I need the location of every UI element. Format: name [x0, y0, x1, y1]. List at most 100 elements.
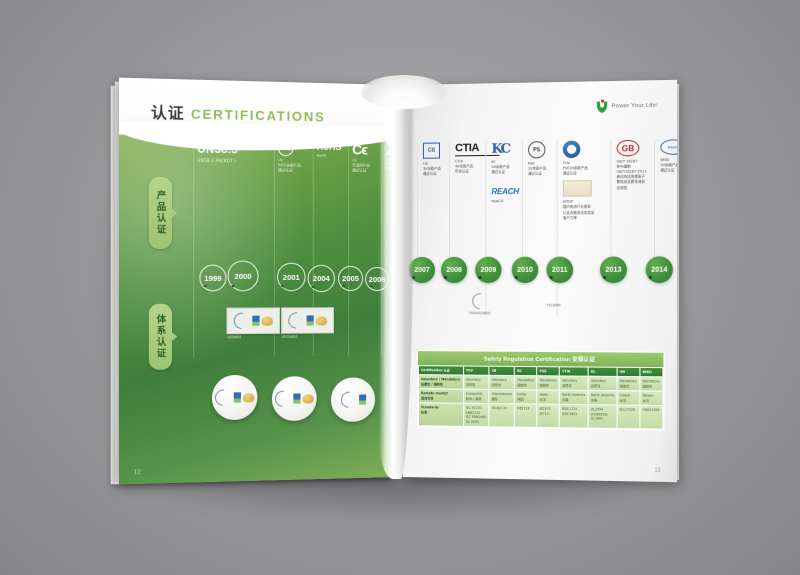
year-marker[interactable]: 2009 — [475, 256, 502, 284]
cell: Taiwan 台湾 — [640, 391, 663, 406]
timeline-connector — [521, 141, 523, 261]
year-marker[interactable]: 2005 — [337, 265, 364, 292]
reach-icon: REACH — [491, 187, 519, 197]
column-divider — [381, 142, 383, 356]
cert-un383-sub: UN38.3 PACKOT I — [197, 157, 236, 164]
cert-tuv-lines: TUV PSE20余款产品 通过认证 — [562, 161, 588, 176]
cell: UL2054 (UL60950) UL1642 — [588, 405, 617, 429]
page-number-right: 13 — [654, 467, 661, 474]
cell: CNS15364 — [640, 406, 663, 429]
cell: IEC17025 — [617, 405, 640, 429]
th-cb: CB — [489, 366, 515, 376]
table-row: Voluntary / Mandatory 自愿性 / 强制性 Voluntar… — [418, 375, 663, 392]
th-tuv: TUV — [463, 366, 489, 376]
cert-un383-mark: UN38.3 — [197, 143, 238, 157]
v-cup-icon — [597, 99, 608, 113]
system-cert-thumb[interactable]: ISO9001 — [226, 307, 281, 339]
timeline-connector — [416, 142, 418, 261]
cell: IEC62133 — [489, 404, 515, 427]
cell: Europe/US 欧洲 / 美国 — [463, 390, 489, 404]
hourglass-icon — [385, 141, 395, 155]
cell: North America 北美 — [560, 391, 588, 405]
system-mark-ohsas[interactable]: OHSAS18001 — [468, 289, 492, 316]
cert-rohs-mark: RoHS — [316, 141, 342, 153]
swoosh-icon — [271, 387, 295, 411]
system-mark-caption: OHSAS18001 — [469, 311, 491, 316]
cell: Mandatory 强制性 — [640, 377, 663, 392]
cell: Japan 日本 — [537, 390, 560, 405]
cell: Mandatory 强制性 — [617, 377, 640, 391]
column-divider — [193, 139, 195, 358]
year-marker[interactable]: 2000 — [227, 260, 259, 292]
cert-weee-sub: 无害化回收与 环保产品 包装要求规范 — [385, 156, 396, 172]
cb-icon: CB — [422, 142, 440, 159]
row-label: Standards 标准 — [418, 403, 463, 427]
year-marker[interactable]: 2006 — [365, 266, 390, 292]
page-title: 认证 CERTIFICATIONS — [151, 101, 325, 126]
cert-col-bmsi: BMSI BMSI 50余款产品 通过认证 — [654, 139, 678, 174]
bmsi-icon: BMSI — [660, 139, 678, 155]
tab-system-certification[interactable]: 体系认证 — [148, 303, 173, 370]
cell: Mandatory 强制性 — [537, 376, 560, 391]
timeline-connector — [485, 141, 487, 261]
th-ctia: CTIA — [560, 367, 588, 377]
cell: IEEE1725 IEEE1625 — [560, 405, 588, 428]
timeline-connector — [449, 142, 451, 261]
battery-icon — [233, 392, 241, 403]
cell: Voluntary 自愿性 — [489, 376, 515, 390]
battery-icon — [358, 394, 366, 405]
cell: Korea 韩国 — [515, 390, 537, 404]
swoosh-icon — [337, 388, 360, 412]
brand-logo: Power Your Life! — [597, 99, 658, 113]
year-marker[interactable]: 2014 — [645, 256, 673, 284]
book-gutter-top-curl — [361, 75, 447, 109]
year-marker[interactable]: 2007 — [408, 256, 435, 284]
th-un: UN — [617, 367, 640, 377]
cert-ce: Cϵ CE 可适用产品 通过认证 — [352, 141, 376, 174]
year-marker[interactable]: 2013 — [599, 256, 627, 284]
cert-rohs: RoHS RoHS — [317, 142, 343, 160]
seal-icon — [302, 393, 314, 404]
ul-icon: UL — [278, 140, 294, 157]
year-marker[interactable]: 2011 — [546, 256, 574, 284]
cell: Voluntary 自愿性 — [560, 376, 588, 391]
cert-col-gb: GB GB/T 18287 参与编制 GB/T18287-2013 移动电话用锂… — [610, 139, 661, 191]
tab-product-label: 产品认证 — [154, 190, 166, 236]
system-mark-ts16949[interactable]: TS16949 — [546, 301, 560, 307]
tab-product-certification[interactable]: 产品认证 — [148, 176, 173, 250]
seal-icon — [261, 316, 273, 326]
th-bmsi: BMSI — [640, 367, 663, 377]
seal-icon — [315, 315, 327, 325]
system-cert-thumb[interactable]: ISO14001 — [281, 307, 334, 339]
timeline-connector — [556, 285, 558, 316]
wtdp-certificate-icon — [562, 180, 592, 198]
year-marker[interactable]: 2010 — [511, 256, 539, 284]
year-marker[interactable]: 2004 — [307, 264, 335, 293]
year-marker[interactable]: 2001 — [277, 262, 306, 292]
th-kc: KC — [515, 366, 537, 376]
row-label: Voluntary / Mandatory 自愿性 / 强制性 — [418, 375, 463, 390]
table: Certification 认证 TUV CB KC PSE CTIA UL U… — [417, 365, 664, 431]
pse-icon: PS — [528, 141, 546, 159]
page-title-cn: 认证 — [150, 103, 185, 123]
seal-icon — [243, 392, 255, 402]
tab-system-label: 体系认证 — [154, 314, 166, 360]
cert-ce-sub: CE 可适用产品 通过认证 — [352, 158, 371, 173]
timeline-connector — [610, 140, 612, 261]
table-row: Standards 标准 IEC 62133 EN62133 IEC EN619… — [418, 403, 663, 429]
cell: Mandatory 强制性 — [515, 376, 537, 390]
cell: International 国际 — [489, 390, 515, 404]
cell: Voluntary 自愿性 — [588, 377, 617, 391]
year-marker[interactable]: 1999 — [199, 264, 227, 292]
year-marker[interactable]: 2008 — [440, 256, 468, 284]
system-mark-caption: TS16949 — [546, 303, 561, 308]
battery-icon — [293, 393, 301, 404]
swoosh-icon — [468, 289, 492, 313]
tuv-icon — [562, 140, 581, 159]
brand-tagline: Power Your Life! — [611, 102, 659, 110]
cert-bmsi-lines: BMSI 50余款产品 通过认证 — [660, 157, 678, 173]
page-title-en: CERTIFICATIONS — [190, 106, 326, 125]
row-label: Remote market 适用市场 — [418, 389, 463, 404]
swoosh-icon — [284, 309, 308, 332]
brochure-spread: 认证 CERTIFICATIONS 产品认证 体系认证 UN38.3 — [110, 75, 685, 495]
